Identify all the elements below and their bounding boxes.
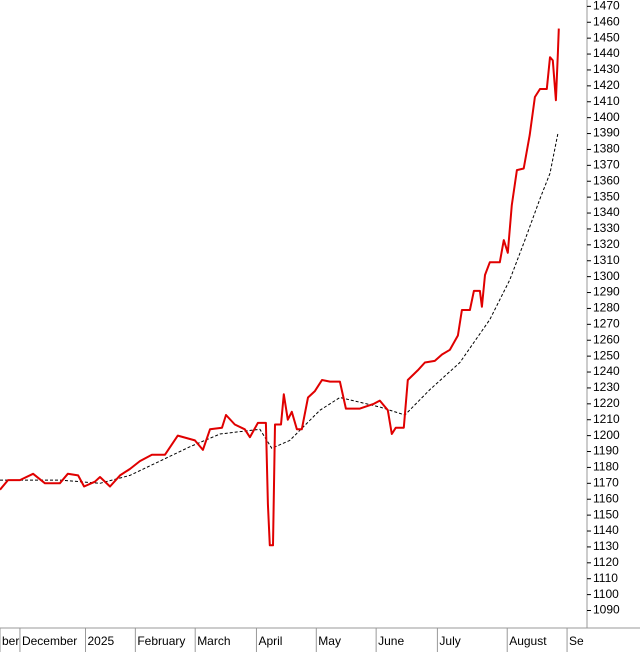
price-line [0,28,560,547]
y-tick-label: 1350 [593,189,620,203]
x-tick-label: March [197,634,230,648]
x-tick-label: ber [2,634,19,648]
y-tick-label: 1250 [593,348,620,362]
y-tick-label: 1200 [593,428,620,442]
y-tick-label: 1370 [593,158,620,172]
y-tick-label: 1290 [593,285,620,299]
x-tick-label: Se [569,634,584,648]
y-tick-label: 1300 [593,269,620,283]
y-tick-label: 1360 [593,173,620,187]
x-tick-label: February [137,634,185,648]
x-tick-label: July [439,634,460,648]
y-tick-label: 1440 [593,46,620,60]
y-tick-label: 1390 [593,126,620,140]
y-tick-label: 1470 [593,0,620,13]
y-tick-label: 1400 [593,110,620,124]
y-tick-label: 1320 [593,237,620,251]
y-tick-label: 1160 [593,491,619,505]
y-tick-label: 1450 [593,30,620,44]
y-tick-label: 1410 [593,94,620,108]
y-tick-label: 1210 [593,412,620,426]
y-tick-label: 1330 [593,221,620,235]
y-tick-label: 1180 [593,460,619,474]
y-tick-label: 1220 [593,396,620,410]
x-tick-label: December [22,634,77,648]
y-tick-label: 1460 [593,14,620,28]
y-tick-label: 1120 [593,555,619,569]
y-tick-label: 1090 [593,603,620,617]
y-tick-label: 1170 [593,475,619,489]
y-tick-label: 1280 [593,301,620,315]
x-tick-label: 2025 [87,634,114,648]
y-tick-label: 1260 [593,332,620,346]
average-line [0,133,559,484]
x-tick-label: May [318,634,341,648]
y-tick-label: 1230 [593,380,620,394]
y-tick-label: 1380 [593,142,620,156]
y-tick-label: 1340 [593,205,620,219]
x-tick-label: April [258,634,282,648]
y-tick-label: 1240 [593,364,620,378]
y-tick-label: 1430 [593,62,620,76]
y-tick-label: 1150 [593,507,619,521]
y-tick-label: 1100 [593,587,619,601]
x-tick-label: August [509,634,547,648]
y-tick-label: 1420 [593,78,620,92]
x-tick-label: June [378,634,404,648]
y-tick-label: 1270 [593,317,620,331]
y-tick-label: 1190 [593,444,619,458]
y-tick-label: 1110 [593,571,618,585]
y-tick-label: 1140 [593,523,619,537]
y-tick-label: 1310 [593,253,620,267]
y-tick-label: 1130 [593,539,619,553]
